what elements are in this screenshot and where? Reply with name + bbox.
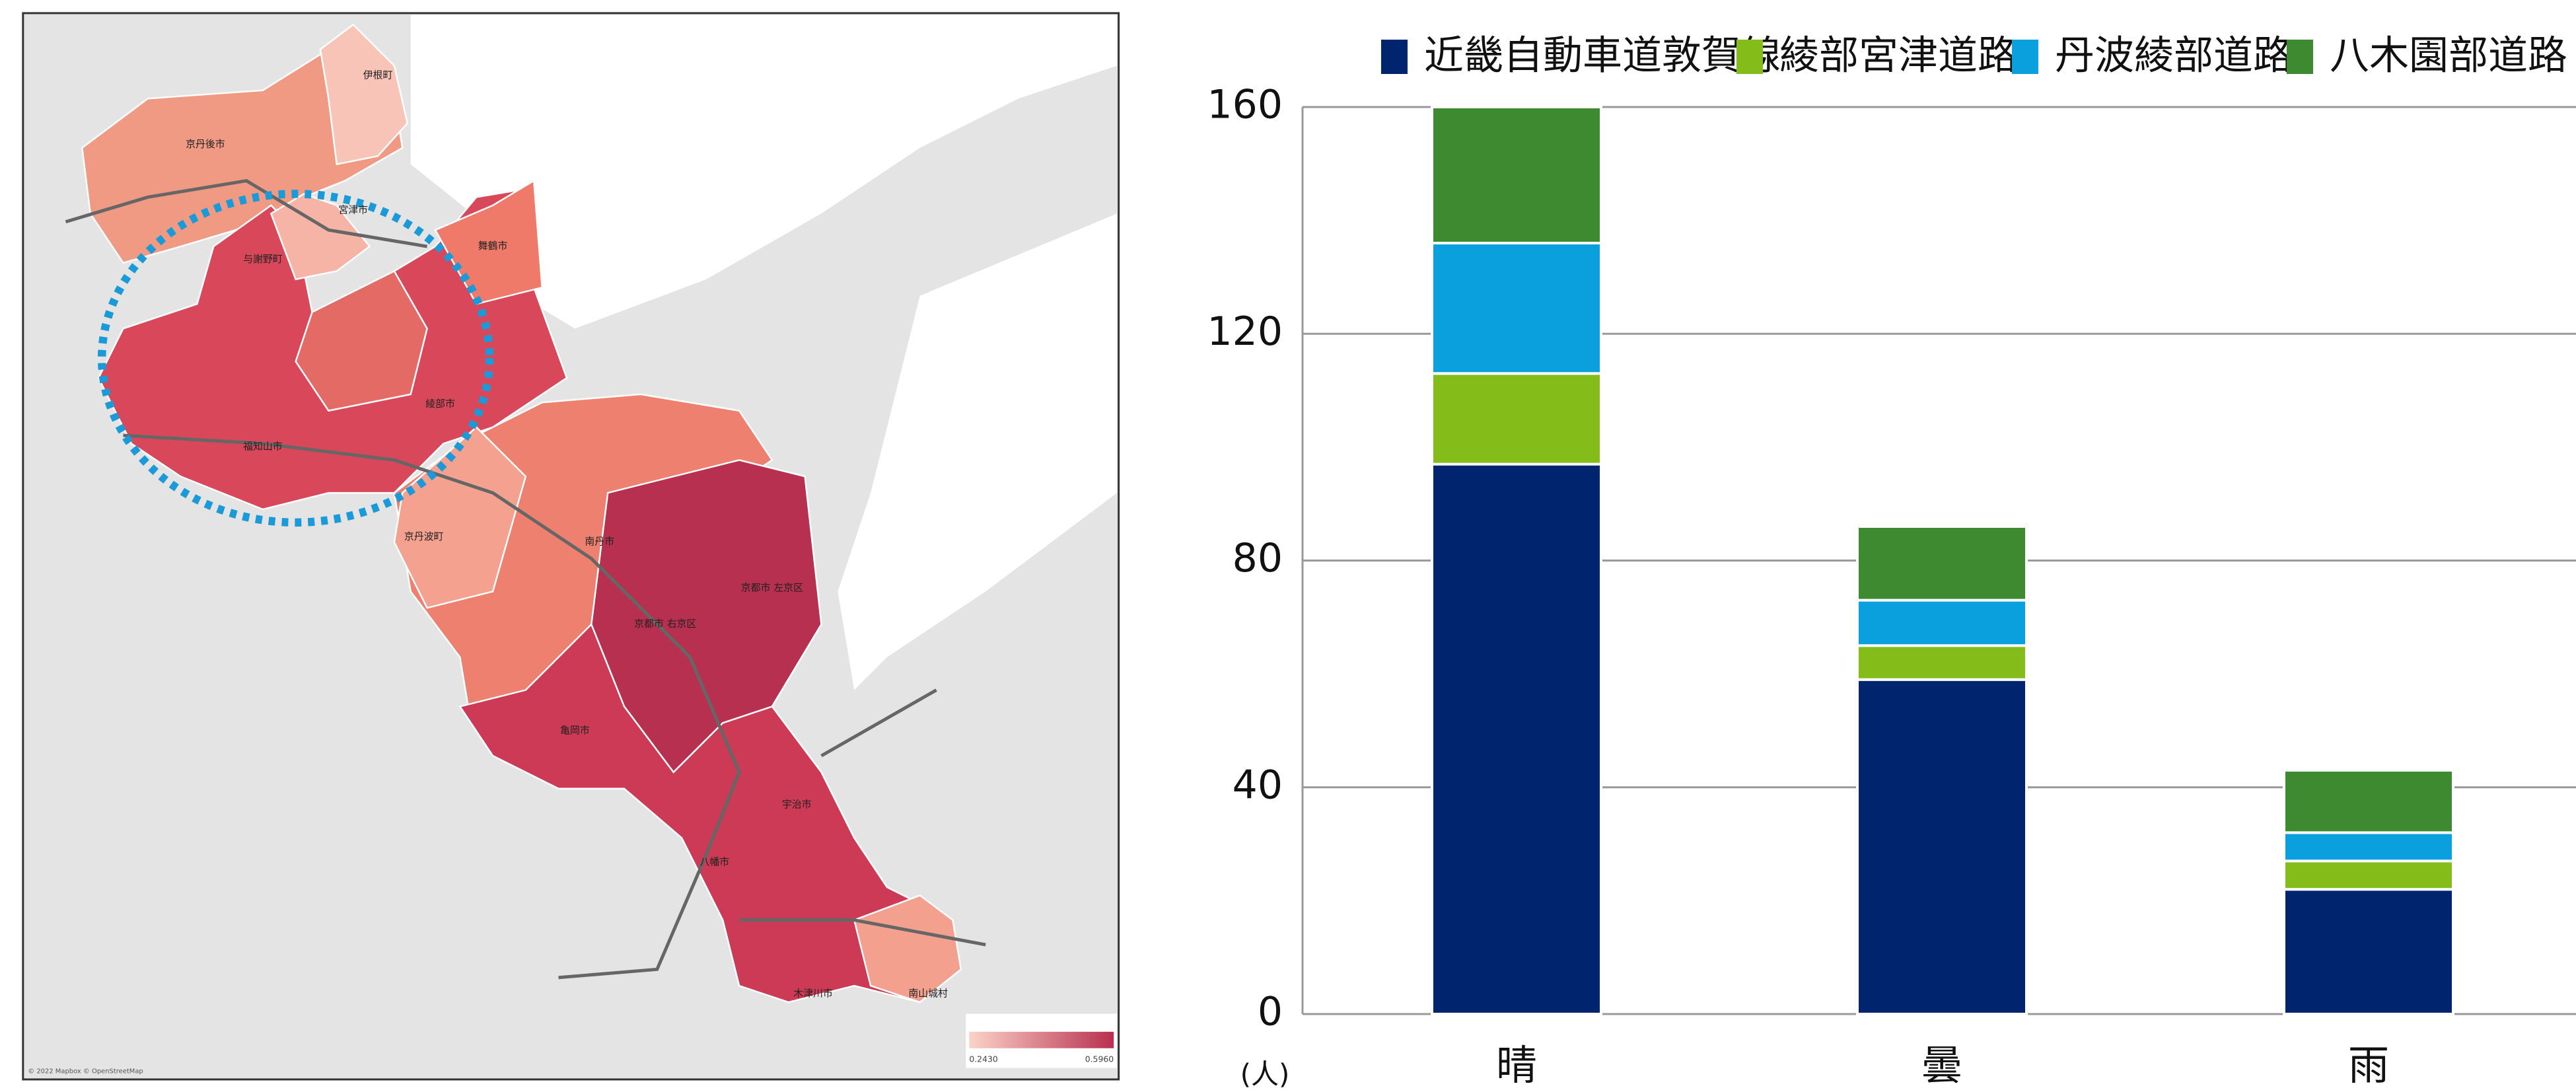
x-tick-label: 雨 <box>2348 1041 2389 1089</box>
legend-label: 丹波綾部道路 <box>2055 33 2293 79</box>
y-tick-label: 80 <box>1233 535 1283 581</box>
map-label: 京都市 右京区 <box>634 618 696 630</box>
legend-swatch <box>2287 40 2313 74</box>
legend-swatch <box>1736 40 1763 74</box>
map-label: 南丹市 <box>585 536 614 548</box>
bar-segment <box>1856 599 2028 647</box>
y-tick-label: 160 <box>1207 82 1283 128</box>
y-tick-label: 40 <box>1233 762 1283 808</box>
y-tick-label: 0 <box>1258 989 1283 1035</box>
region <box>853 894 962 1003</box>
bar-segment <box>2283 831 2454 863</box>
legend-swatch <box>1381 40 1408 74</box>
map-label: 京丹後市 <box>186 138 225 150</box>
map-label: 福知山市 <box>243 440 283 452</box>
map-label: 南山城村 <box>908 988 948 1000</box>
map-label: 亀岡市 <box>560 725 590 737</box>
map-label: 京都市 左京区 <box>741 581 803 593</box>
region <box>269 193 371 281</box>
map-label: 伊根町 <box>363 69 393 81</box>
bar-segment <box>2283 888 2454 1016</box>
bar-segment <box>1856 525 2028 602</box>
bar-segment <box>2283 769 2454 834</box>
attribution: © 2022 Mapbox © OpenStreetMap <box>28 1068 143 1075</box>
region <box>319 23 409 166</box>
highlight-circle <box>97 190 494 527</box>
bar-segment <box>1431 241 1602 375</box>
bar-segment <box>1856 678 2028 1016</box>
map-label: 綾部市 <box>425 398 455 410</box>
bar-segment <box>1431 372 1602 466</box>
map-label: 木津川市 <box>793 988 833 1000</box>
bar-segment <box>2283 859 2454 891</box>
map-label: 京丹波町 <box>404 530 444 542</box>
legend-min: 0.2430 <box>969 1054 998 1064</box>
sea <box>410 15 1118 329</box>
map-label: 八幡市 <box>699 856 729 868</box>
y-tick-label: 120 <box>1207 309 1283 355</box>
x-tick-label: 曇 <box>1921 1041 1962 1089</box>
legend-label: 八木園部道路 <box>2330 33 2567 79</box>
region <box>295 270 428 412</box>
y-unit: (人) <box>1240 1058 1290 1091</box>
legend-max: 0.5960 <box>1085 1054 1114 1064</box>
bar-segment <box>1431 462 1602 1015</box>
legend-gradient <box>969 1031 1114 1048</box>
map-label: 宮津市 <box>338 203 368 215</box>
legend-label: 綾部宮津道路 <box>1779 33 2017 79</box>
map-label: 舞鶴市 <box>478 240 508 252</box>
map-label: 与謝野町 <box>243 253 283 265</box>
region <box>590 459 822 774</box>
region <box>81 31 404 264</box>
legend-swatch <box>2012 40 2038 74</box>
bar-segment <box>1856 644 2028 681</box>
bar-segment <box>1431 106 1602 244</box>
map: 京丹後市 伊根町宮津市与謝野町 舞鶴市綾部市福知山市京丹波町南丹市亀岡市 京都市 左京… <box>22 12 1120 1081</box>
road <box>65 178 986 980</box>
map-label: 宇治市 <box>782 799 812 811</box>
sea <box>838 213 1118 690</box>
legend-label: 近畿自動車道敦賀線 <box>1424 33 1781 79</box>
x-tick-label: 晴 <box>1496 1041 1537 1089</box>
